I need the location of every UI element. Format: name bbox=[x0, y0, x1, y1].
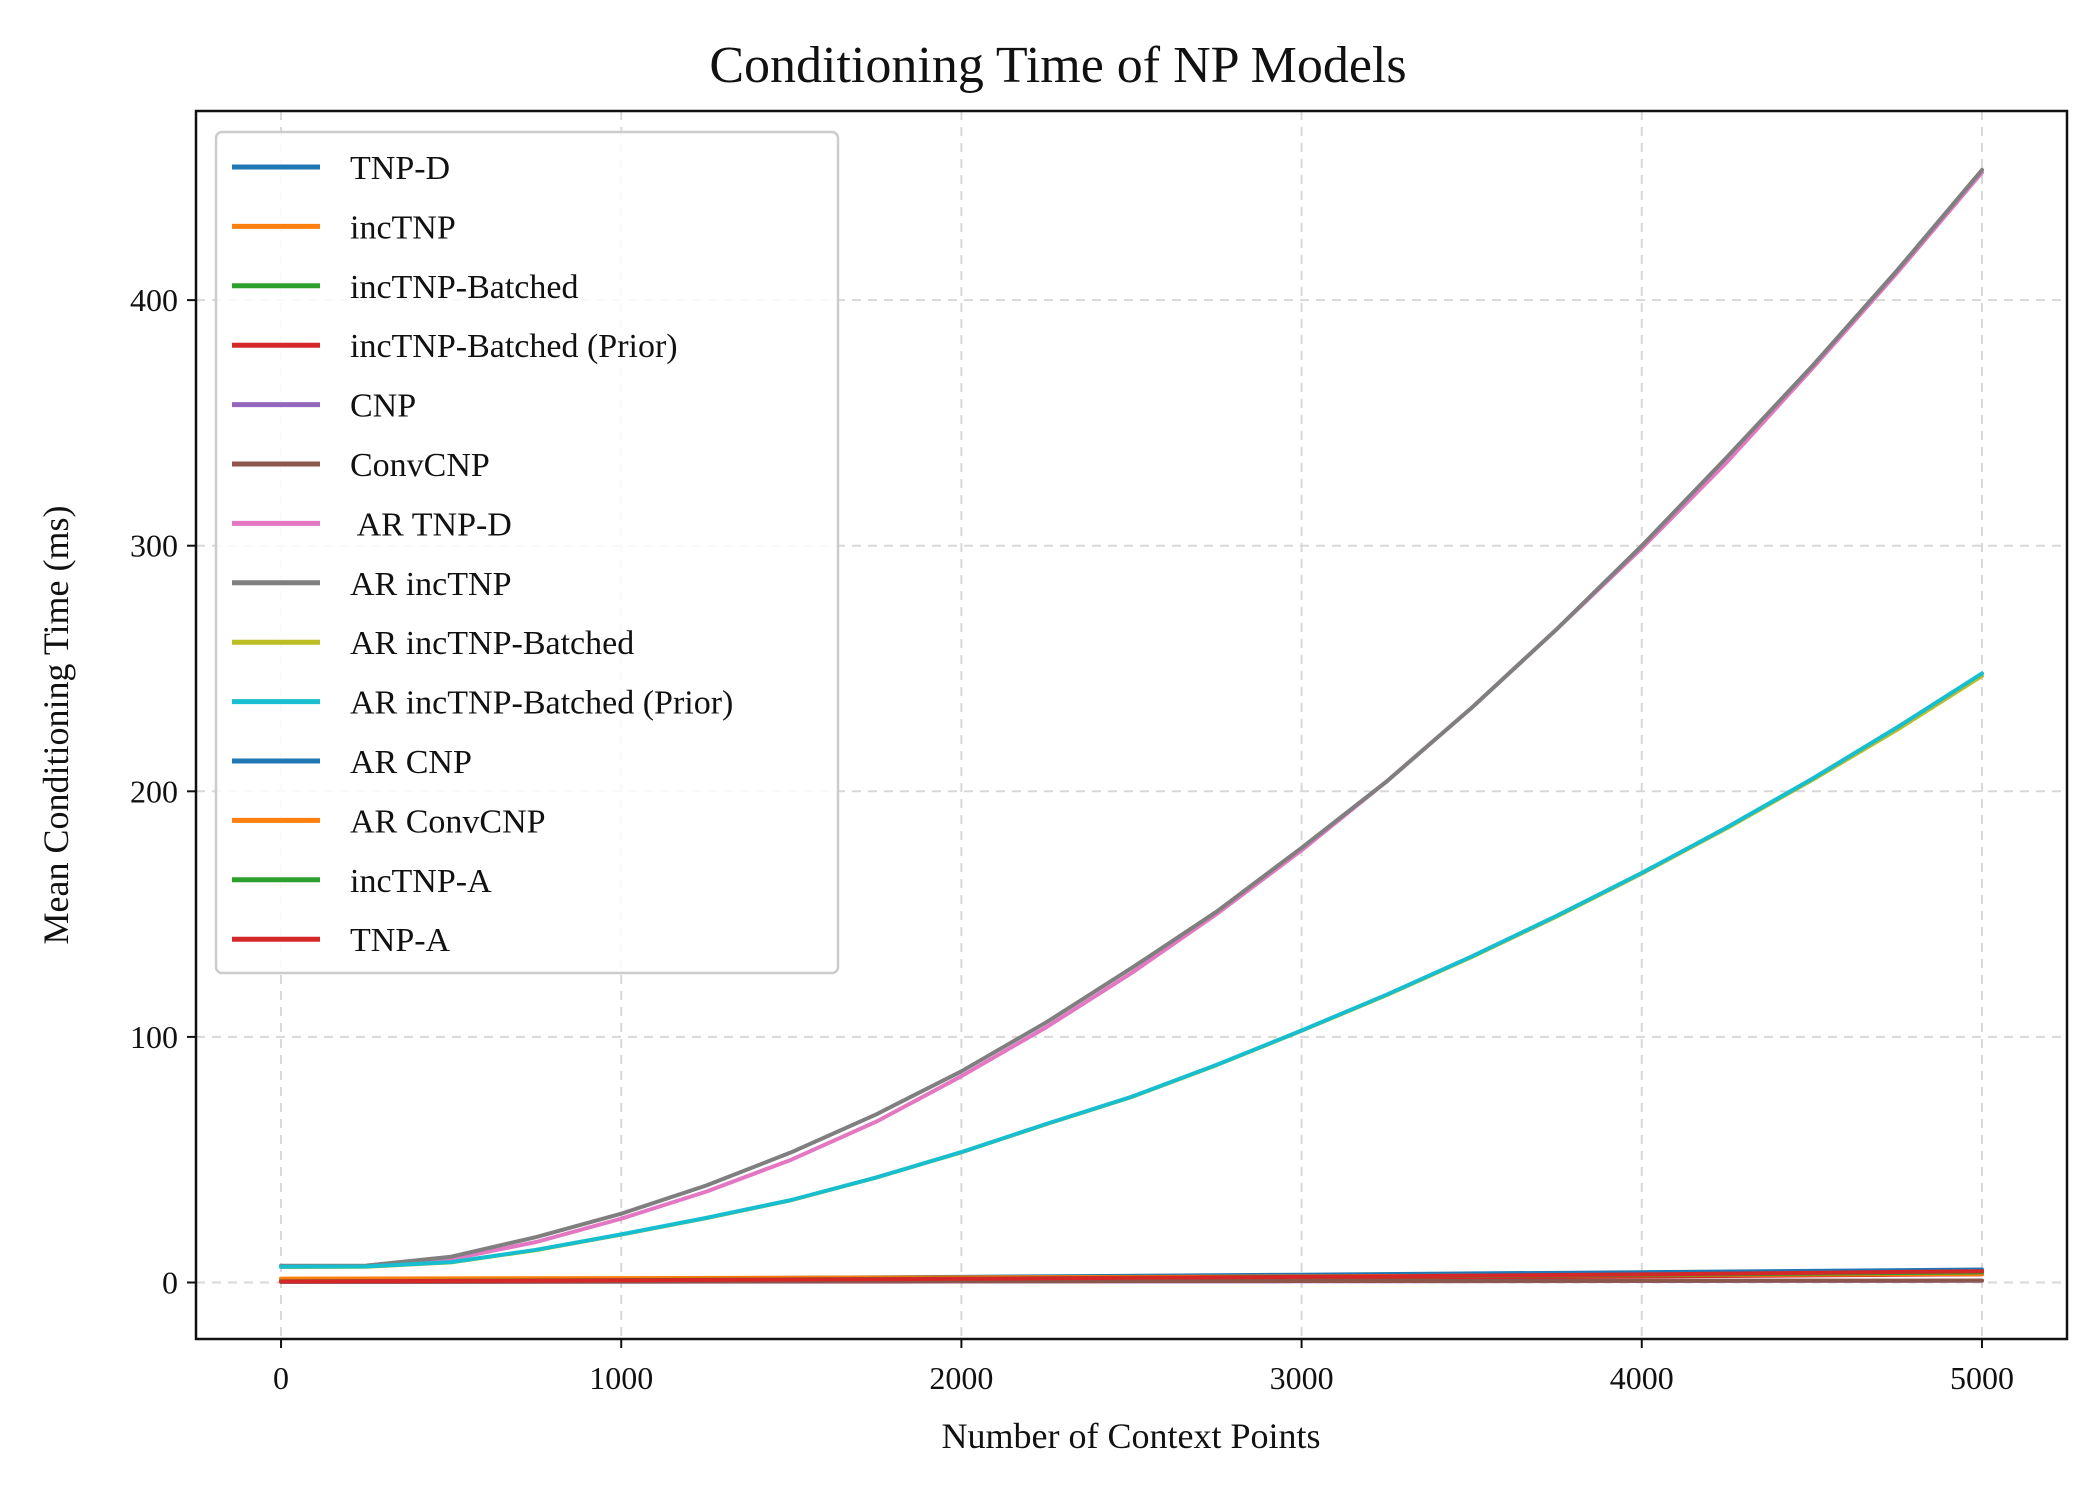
series-line-10 bbox=[279, 671, 1984, 1269]
legend-label: CNP bbox=[350, 388, 416, 425]
y-axis-label: Mean Conditioning Time (ms) bbox=[36, 505, 76, 944]
legend-label: AR ConvCNP bbox=[350, 803, 546, 840]
x-tick-label: 0 bbox=[273, 1360, 289, 1396]
legend-label: AR incTNP bbox=[350, 566, 512, 603]
legend-label: AR CNP bbox=[350, 744, 472, 781]
series-lines bbox=[279, 167, 1984, 1284]
x-tick-label: 2000 bbox=[929, 1360, 993, 1396]
legend-label: incTNP-Batched bbox=[350, 269, 579, 306]
y-tick-label: 200 bbox=[130, 773, 178, 809]
x-tick-label: 5000 bbox=[1950, 1360, 2014, 1396]
legend-box bbox=[214, 130, 840, 975]
series-line-8 bbox=[279, 167, 1984, 1268]
legend-label: incTNP-Batched (Prior) bbox=[350, 328, 678, 365]
legend: TNP-D incTNP incTNP-Batched incTNP-Batched … bbox=[214, 130, 840, 975]
legend-label: incTNP-A bbox=[350, 863, 492, 900]
x-tick-label: 1000 bbox=[589, 1360, 653, 1396]
series-line-7 bbox=[279, 170, 1984, 1269]
y-tick-label: 400 bbox=[130, 282, 178, 318]
legend-label: incTNP bbox=[350, 209, 456, 246]
legend-label: AR incTNP-Batched bbox=[350, 625, 634, 662]
series-line-14 bbox=[279, 1269, 1984, 1284]
x-axis-label: Number of Context Points bbox=[942, 1416, 1321, 1456]
x-tick-label: 3000 bbox=[1270, 1360, 1334, 1396]
axis-ticks: 0 1000 2000 3000 4000 5000 0 100 200 300 400 bbox=[130, 282, 2014, 1396]
legend-label: AR TNP-D bbox=[350, 506, 512, 543]
chart-title: Conditioning Time of NP Models bbox=[709, 37, 1406, 94]
legend-label: ConvCNP bbox=[350, 447, 490, 484]
y-tick-label: 100 bbox=[130, 1019, 178, 1055]
legend-label: TNP-A bbox=[350, 922, 451, 959]
x-tick-label: 4000 bbox=[1610, 1360, 1674, 1396]
y-tick-label: 300 bbox=[130, 528, 178, 564]
y-tick-label: 0 bbox=[162, 1265, 178, 1301]
plot-frame bbox=[194, 109, 2069, 1341]
legend-label: AR incTNP-Batched (Prior) bbox=[350, 685, 733, 722]
legend-label: TNP-D bbox=[350, 150, 450, 187]
